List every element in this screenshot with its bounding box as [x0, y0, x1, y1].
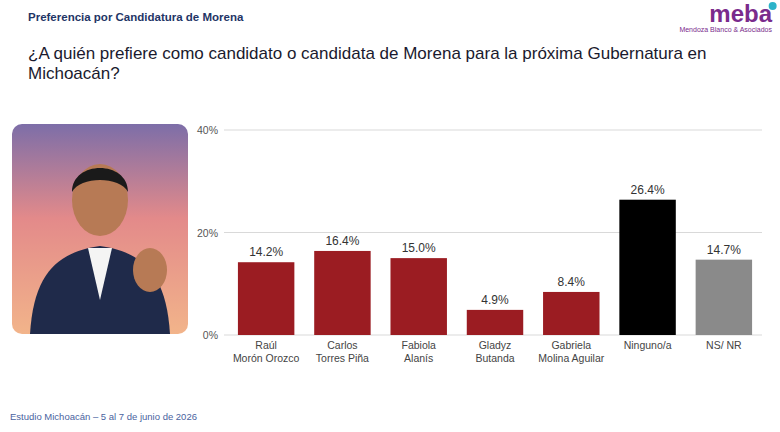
- photo-bg: [12, 124, 188, 334]
- data-label: 14.2%: [249, 245, 283, 259]
- brand-subtitle: Mendoza Blanco & Asociados: [679, 26, 772, 33]
- label-line: Butanda: [475, 352, 514, 364]
- bar: [314, 251, 370, 335]
- y-tick-label: 0%: [203, 329, 218, 341]
- grid-line: [224, 232, 762, 233]
- y-tick-label: 40%: [197, 124, 218, 136]
- data-label: 14.7%: [707, 243, 741, 257]
- brand-name: meba: [709, 0, 772, 27]
- brand-dot: [769, 2, 777, 10]
- footer: Estudio Michoacán – 5 al 7 de junio de 2…: [10, 411, 197, 422]
- label-line: Raúl: [255, 339, 277, 351]
- label-line: Alanís: [404, 352, 433, 364]
- label-line: Gladyz: [479, 339, 512, 351]
- label-line: Morón Orozco: [233, 352, 300, 364]
- label-line: Torres Piña: [316, 352, 369, 364]
- chart-title: ¿A quién prefiere como candidato o candi…: [28, 44, 768, 85]
- x-tick-label: GladyzButanda: [475, 339, 514, 364]
- bar: [543, 292, 599, 335]
- label-line: Molina Aguilar: [538, 352, 604, 364]
- data-label: 4.9%: [481, 293, 509, 307]
- photo-face: [72, 164, 128, 236]
- y-tick-label: 20%: [197, 227, 218, 239]
- bar: [390, 258, 446, 335]
- x-tick-label: FabiolaAlanís: [401, 339, 436, 364]
- bar: [696, 260, 752, 335]
- label-line: Carlos: [327, 339, 357, 351]
- bar: [238, 262, 294, 335]
- x-tick-label: CarlosTorres Piña: [316, 339, 369, 364]
- photo-shirt: [88, 248, 112, 300]
- data-label: 26.4%: [631, 183, 665, 197]
- bar: [619, 200, 675, 335]
- photo-hair: [72, 168, 128, 192]
- x-tick-label: GabrielaMolina Aguilar: [538, 339, 604, 364]
- data-label: 8.4%: [558, 275, 586, 289]
- page: ¿A quién prefiere como candidato o candi…: [0, 0, 780, 432]
- x-tick-label: Ninguno/a: [624, 339, 672, 351]
- photo-fist: [133, 248, 167, 292]
- x-tick-label: RaúlMorón Orozco: [233, 339, 300, 364]
- photo: [12, 124, 188, 334]
- label-line: Gabriela: [551, 339, 591, 351]
- x-tick-label: NS/ NR: [706, 339, 742, 351]
- photo-suit: [30, 246, 170, 334]
- grid-line: [224, 130, 762, 131]
- header: Preferencia por Candidatura de Morena: [28, 11, 244, 23]
- bar: [467, 310, 523, 335]
- bars: [238, 200, 752, 335]
- label-line: Fabiola: [401, 339, 436, 351]
- data-label: 15.0%: [402, 241, 436, 255]
- data-label: 16.4%: [325, 234, 359, 248]
- chart-svg: Preferencia por Candidatura de Morena meb…: [0, 0, 780, 432]
